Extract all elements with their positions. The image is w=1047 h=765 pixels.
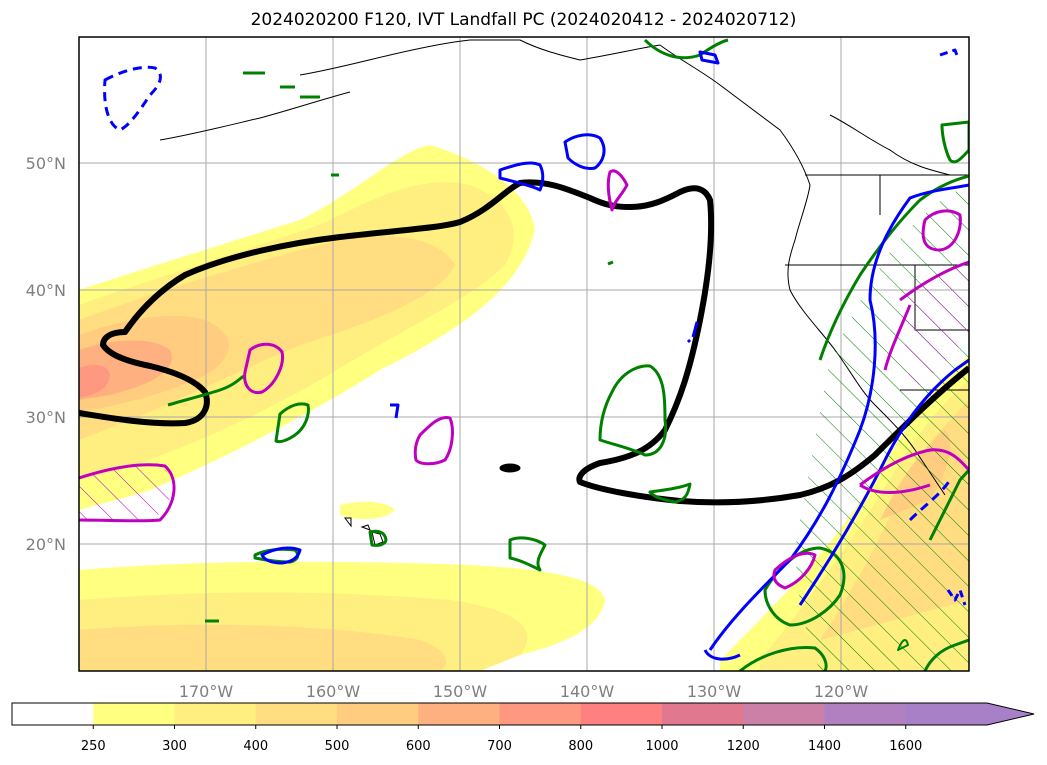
map-frame [78, 36, 970, 672]
lon-label-130w: 130°W [687, 682, 742, 701]
colorbar-tick-label: 1400 [808, 739, 841, 754]
colorbar-tick-label: 250 [81, 739, 106, 754]
colorbar-cell [743, 703, 825, 725]
lon-label-170w: 170°W [179, 682, 234, 701]
colorbar-cell [174, 703, 257, 725]
lat-label-30: 30°N [26, 408, 66, 427]
colorbar-cell [12, 703, 94, 725]
lat-label-20: 20°N [26, 535, 66, 554]
colorbar-tick-label: 1200 [727, 739, 760, 754]
colorbar-tick-label: 700 [487, 739, 512, 754]
map-content [79, 37, 969, 671]
colorbar-tick-label: 400 [243, 739, 268, 754]
hawaii [344, 517, 384, 546]
colorbar-tick-label: 500 [325, 739, 350, 754]
colorbar-cell [418, 703, 500, 725]
lat-labels: 50°N 40°N 30°N 20°N [26, 154, 66, 554]
lon-label-140w: 140°W [560, 682, 615, 701]
contours [79, 38, 969, 671]
magenta-hatch-right [900, 265, 969, 390]
colorbar-outline [11, 702, 1035, 726]
colorbar-cell [93, 703, 175, 725]
colorbar-tick-label: 1000 [645, 739, 678, 754]
lon-label-150w: 150°W [433, 682, 488, 701]
colorbar-cell [905, 703, 988, 725]
colorbar-extend-arrow [987, 703, 1034, 725]
lat-label-40: 40°N [26, 281, 66, 300]
colorbar-cells [12, 703, 988, 725]
colorbar-cell [255, 703, 338, 725]
colorbar-cell [662, 703, 744, 725]
lon-label-120w: 120°W [814, 682, 869, 701]
lon-label-160w: 160°W [306, 682, 361, 701]
colorbar-cell [337, 703, 419, 725]
colorbar-cell [824, 703, 907, 725]
colorbar-tick-label: 1600 [889, 739, 922, 754]
lon-labels: 170°W 160°W 150°W 140°W 130°W 120°W [179, 682, 869, 701]
map-title: 2024020200 F120, IVT Landfall PC (202402… [250, 10, 797, 30]
colorbar-tick-label: 800 [568, 739, 593, 754]
magenta-hatch-left [79, 466, 173, 520]
colorbar-cell [499, 703, 582, 725]
lat-label-50: 50°N [26, 154, 66, 173]
colorbar: 250 300 400 500 600 700 800 1000 1200 1400 1600 [11, 702, 1035, 754]
colorbar-ticks: 250 300 400 500 600 700 800 1000 1200 1400 1600 [81, 725, 922, 754]
colorbar-tick-label: 300 [162, 739, 187, 754]
colorbar-cell [580, 703, 663, 725]
colorbar-tick-label: 600 [406, 739, 431, 754]
